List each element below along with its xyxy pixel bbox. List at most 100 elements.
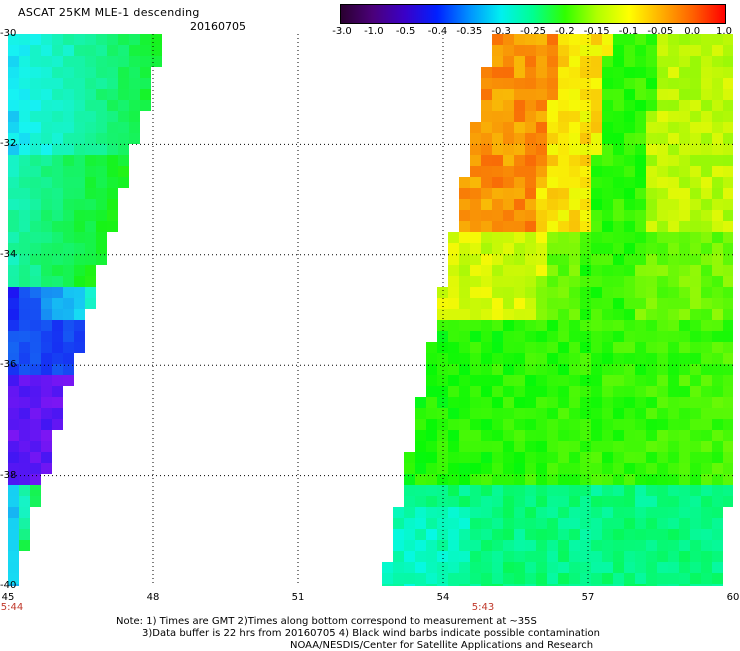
swath-cell (624, 199, 635, 210)
swath-cell (712, 243, 723, 254)
swath-cell (701, 496, 712, 507)
swath-cell (8, 34, 19, 45)
swath-cell (96, 188, 107, 199)
swath-cell (690, 452, 701, 463)
swath-cell (646, 188, 657, 199)
swath-cell (525, 463, 536, 474)
swath-cell (701, 34, 712, 45)
swath-cell (514, 496, 525, 507)
swath-cell (525, 232, 536, 243)
swath-cell (41, 221, 52, 232)
swath-cell (690, 529, 701, 540)
swath-cell (52, 188, 63, 199)
swath-cell (8, 364, 19, 375)
swath-cell (602, 188, 613, 199)
swath-cell (30, 155, 41, 166)
swath-cell (646, 210, 657, 221)
swath-cell (646, 265, 657, 276)
swath-cell (602, 298, 613, 309)
swath-cell (536, 122, 547, 133)
swath-cell (448, 452, 459, 463)
swath-cell (712, 166, 723, 177)
colorbar-label: -0.1 (618, 26, 639, 37)
swath-cell (613, 232, 624, 243)
swath-cell (525, 45, 536, 56)
swath-cell (107, 199, 118, 210)
swath-cell (712, 298, 723, 309)
swath-cell (393, 562, 404, 573)
swath-cell (459, 441, 470, 452)
swath-cell (41, 364, 52, 375)
swath-cell (657, 452, 668, 463)
swath-cell (41, 111, 52, 122)
swath-cell (514, 89, 525, 100)
swath-cell (96, 199, 107, 210)
swath-cell (712, 177, 723, 188)
swath-cell (712, 254, 723, 265)
swath-cell (459, 573, 470, 584)
swath-cell (723, 232, 733, 243)
swath-cell (613, 243, 624, 254)
swath-cell (580, 397, 591, 408)
swath-cell (393, 540, 404, 551)
swath-cell (514, 419, 525, 430)
swath-cell (426, 397, 437, 408)
swath-cell (591, 199, 602, 210)
swath-cell (107, 45, 118, 56)
swath-cell (635, 507, 646, 518)
swath-cell (668, 254, 679, 265)
swath-cell (481, 243, 492, 254)
swath-cell (668, 419, 679, 430)
swath-cell (668, 199, 679, 210)
swath-cell (492, 100, 503, 111)
swath-cell (569, 254, 580, 265)
swath-cell (514, 221, 525, 232)
swath-cell (547, 485, 558, 496)
swath-cell (492, 265, 503, 276)
swath-cell (679, 155, 690, 166)
swath-cell (624, 573, 635, 584)
swath-cell (536, 485, 547, 496)
swath-cell (635, 496, 646, 507)
swath-cell (613, 529, 624, 540)
swath-cell (448, 573, 459, 584)
swath-cell (723, 155, 733, 166)
swath-cell (481, 331, 492, 342)
swath-cell (657, 529, 668, 540)
swath-cell (536, 441, 547, 452)
swath-cell (41, 188, 52, 199)
swath-cell (404, 584, 415, 586)
swath-cell (657, 573, 668, 584)
swath-cell (19, 144, 30, 155)
swath-cell (63, 56, 74, 67)
swath-cell (591, 221, 602, 232)
swath-cell (569, 100, 580, 111)
swath-cell (503, 309, 514, 320)
swath-cell (19, 397, 30, 408)
swath-cell (657, 155, 668, 166)
swath-cell (569, 232, 580, 243)
pass-time-right: 5:43 (471, 602, 495, 613)
swath-cell (580, 232, 591, 243)
swath-cell (481, 342, 492, 353)
swath-cell (613, 507, 624, 518)
swath-cell (547, 342, 558, 353)
swath-cell (668, 342, 679, 353)
swath-cell (85, 67, 96, 78)
swath-cell (723, 287, 733, 298)
swath-cell (701, 287, 712, 298)
swath-cell (602, 507, 613, 518)
swath-cell (481, 463, 492, 474)
swath-cell (624, 441, 635, 452)
swath-cell (591, 144, 602, 155)
swath-cell (558, 111, 569, 122)
swath-cell (492, 342, 503, 353)
swath-cell (547, 155, 558, 166)
swath-cell (525, 309, 536, 320)
swath-cell (481, 298, 492, 309)
swath-cell (613, 100, 624, 111)
swath-cell (41, 100, 52, 111)
swath-cell (580, 320, 591, 331)
swath-cell (448, 320, 459, 331)
swath-cell (52, 265, 63, 276)
